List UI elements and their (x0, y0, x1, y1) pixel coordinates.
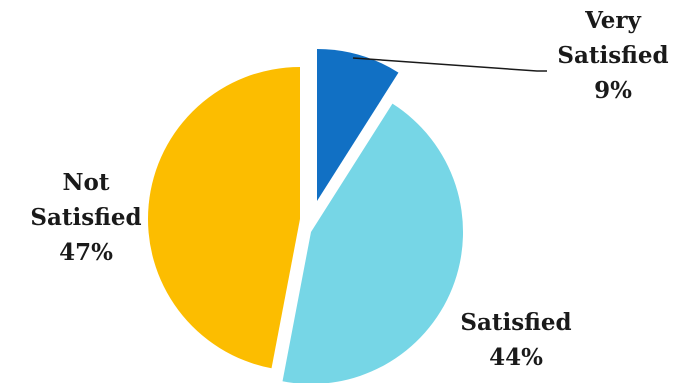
pie-slice-not-satisfied (147, 67, 300, 369)
slice-percent-very-satisfied: 9% (594, 77, 632, 104)
leader-layer (352, 57, 547, 72)
slice-percent-not-satisfied: 47% (59, 239, 113, 266)
labels-layer: Very Satisfied 9% Satisfied 44% Not Satisfied 4… (30, 7, 668, 371)
leader-line-very-satisfied (352, 57, 547, 72)
slice-label-satisfied: Satisfied 44% (460, 309, 571, 371)
slice-category-satisfied: Satisfied (460, 309, 571, 336)
slice-category-not-satisfied: Not (63, 169, 110, 196)
slice-category-very-satisfied: Satisfied (557, 42, 668, 69)
slices-layer (147, 48, 464, 383)
slice-label-not-satisfied: Not Satisfied 47% (30, 169, 141, 266)
slice-category-very-satisfied: Very (584, 7, 641, 34)
slice-label-very-satisfied: Very Satisfied 9% (557, 7, 668, 104)
pie-slice-very-satisfied (317, 48, 399, 201)
pie-slice-satisfied (282, 103, 464, 383)
slice-category-not-satisfied: Satisfied (30, 204, 141, 231)
slice-percent-satisfied: 44% (489, 344, 543, 371)
